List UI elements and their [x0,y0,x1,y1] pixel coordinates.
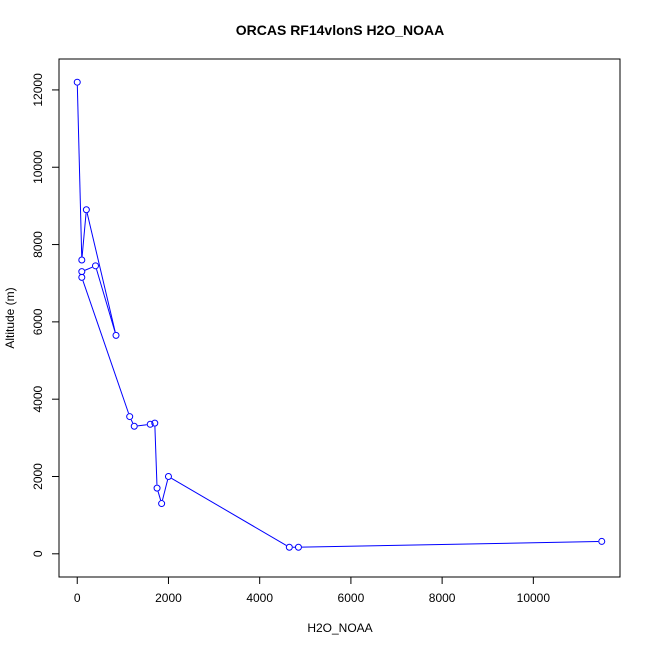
x-axis: 0 2000 4000 6000 8000 10000 [74,576,551,605]
data-point [112,331,120,339]
data-point [78,268,86,276]
y-axis-label: Altitude (m) [3,287,17,348]
data-point [158,500,166,508]
data-point [73,78,81,86]
data-point [164,472,172,480]
series-segment [301,541,599,548]
series-segment [84,266,93,271]
x-tick-label: 8000 [429,591,456,605]
series-segment [171,477,287,546]
x-tick-label: 10000 [517,591,551,605]
series-segment [130,419,134,424]
y-tick-label: 8000 [31,231,45,258]
y-tick-label: 0 [31,550,45,557]
y-tick-label: 12000 [31,73,45,107]
y-tick-label: 10000 [31,150,45,184]
series-segment [76,85,83,257]
y-tick-label: 2000 [31,463,45,490]
plot-frame [58,58,621,578]
series-segment [81,213,87,257]
x-tick-label: 4000 [246,591,273,605]
series-points [73,78,606,551]
data-point [598,537,606,545]
data-point [78,273,86,281]
x-tick-label: 0 [74,591,81,605]
x-axis-label: H2O_NOAA [307,621,372,635]
series-segment [82,280,130,414]
y-tick-label: 6000 [31,308,45,335]
y-axis: 0 2000 4000 6000 8000 10000 12000 [31,73,60,557]
y-tick-label: 4000 [31,386,45,413]
series-segment [86,213,116,333]
data-point [153,484,161,492]
data-point [294,543,302,551]
data-point [82,206,90,214]
data-point [78,256,86,264]
data-point [126,413,134,421]
chart-title: ORCAS RF14vlonS H2O_NOAA [236,22,444,38]
data-point [285,543,293,551]
series-segment [95,269,116,333]
series-segment [137,424,147,427]
series-segment [157,491,162,501]
data-point [91,262,99,270]
x-tick-label: 6000 [338,591,365,605]
data-point [146,420,154,428]
series-segment [154,426,158,485]
data-point [151,419,159,427]
data-point [130,422,138,430]
x-tick-label: 2000 [155,591,182,605]
series-segment [161,479,169,501]
series-lines [76,85,599,548]
